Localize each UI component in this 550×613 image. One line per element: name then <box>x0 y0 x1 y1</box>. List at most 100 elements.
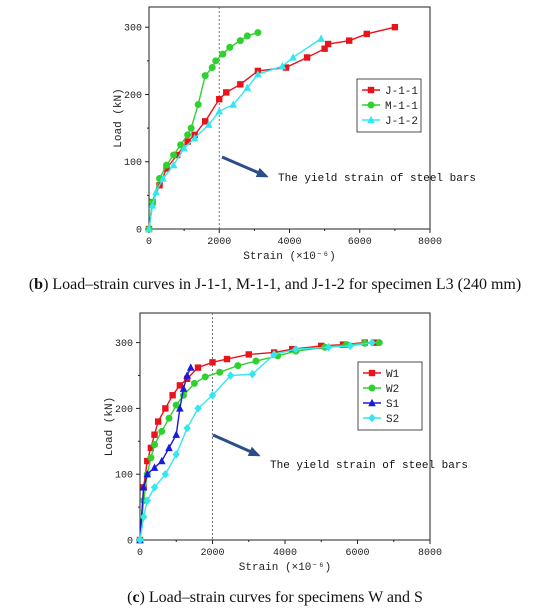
data-point <box>202 118 209 125</box>
y-tick-label: 0 <box>127 537 133 548</box>
legend-label: J-1-2 <box>385 116 418 128</box>
data-point <box>177 141 185 149</box>
data-point <box>176 382 184 389</box>
series-line <box>148 38 322 230</box>
data-point <box>143 496 151 505</box>
series-w2 <box>136 339 383 544</box>
data-point <box>148 201 157 209</box>
data-point <box>139 483 148 491</box>
data-point <box>158 427 166 435</box>
data-point <box>245 351 252 358</box>
data-point <box>145 224 153 233</box>
data-point <box>391 23 399 31</box>
data-point <box>215 107 224 115</box>
legend-marker <box>367 86 375 94</box>
legend-label: M-1-1 <box>385 101 418 113</box>
series-line <box>139 341 373 541</box>
caption-b-text: Load–strain curves in J-1-1, M-1-1, and … <box>52 276 522 293</box>
data-point <box>324 40 332 48</box>
chart-b: 0 2000 4000 6000 8000 0 100 200 300 Strain (×10⁻⁶… <box>113 6 476 263</box>
x-tick-label: 6000 <box>348 237 372 248</box>
legend-marker <box>368 413 376 423</box>
legend-marker <box>368 398 376 407</box>
annotation-text: The yield strain of steel bars <box>278 173 476 185</box>
data-point <box>278 62 287 70</box>
data-point <box>346 341 354 351</box>
y-axis-label: Load (kN) <box>113 88 125 147</box>
data-point <box>187 124 195 132</box>
caption-b-letter: b <box>34 276 44 293</box>
annotation-arrow-head <box>247 446 261 457</box>
data-point <box>150 463 159 471</box>
x-axis-label: Strain (×10⁻⁶) <box>243 251 335 263</box>
legend-marker <box>368 369 376 377</box>
data-point <box>172 430 181 438</box>
data-point <box>169 160 178 169</box>
legend-label: W2 <box>386 384 399 396</box>
data-point <box>183 423 191 433</box>
data-point <box>136 535 144 545</box>
data-point <box>162 405 169 412</box>
data-point <box>165 443 173 452</box>
data-point <box>226 371 235 380</box>
data-point <box>219 50 227 58</box>
x-tick-label: 0 <box>137 548 143 559</box>
data-point <box>139 512 148 522</box>
data-point <box>165 414 173 422</box>
yield-annotation: The yield strain of steel bars <box>221 155 476 185</box>
data-point <box>173 151 181 159</box>
y-tick-label: 300 <box>124 24 142 35</box>
data-point <box>147 444 155 452</box>
data-point <box>151 431 158 438</box>
data-point <box>317 34 325 42</box>
data-point <box>282 64 290 71</box>
legend-marker <box>368 384 376 392</box>
data-point <box>169 392 176 399</box>
series-line <box>148 31 259 230</box>
caption-c: (c) Load–strain curves for specimens W a… <box>127 589 423 606</box>
legend-label: S1 <box>386 399 400 411</box>
x-tick-label: 8000 <box>418 237 442 248</box>
data-point <box>180 144 188 152</box>
data-point <box>194 404 202 413</box>
data-point <box>324 343 333 352</box>
data-point <box>270 350 278 359</box>
x-tick-label: 2000 <box>207 237 231 248</box>
data-point <box>159 174 167 182</box>
data-point <box>190 133 199 142</box>
data-point <box>150 483 159 492</box>
data-point <box>216 368 224 376</box>
data-point <box>223 355 231 363</box>
y-tick-label: 200 <box>124 91 142 102</box>
y-tick-label: 100 <box>115 471 133 482</box>
x-tick-label: 2000 <box>200 548 224 559</box>
data-point <box>186 363 195 371</box>
data-point <box>346 37 353 44</box>
annotation-arrow-head <box>255 167 269 178</box>
annotation-text: The yield strain of steel bars <box>270 460 468 472</box>
data-point <box>252 357 260 365</box>
data-point <box>183 375 191 382</box>
data-point <box>243 83 252 91</box>
legend-label: J-1-1 <box>385 86 418 98</box>
y-axis-label: Load (kN) <box>104 397 116 456</box>
yield-annotation: The yield strain of steel bars <box>212 433 468 472</box>
data-point <box>184 138 191 145</box>
legend-label: S2 <box>386 414 399 426</box>
data-point <box>161 470 170 479</box>
data-point <box>212 57 220 65</box>
data-point <box>303 54 311 61</box>
data-point <box>147 454 155 462</box>
legend-label: W1 <box>386 369 400 381</box>
x-tick-label: 4000 <box>277 237 301 248</box>
data-point <box>237 81 244 88</box>
x-tick-label: 0 <box>146 237 152 248</box>
caption-b: (b) Load–strain curves in J-1-1, M-1-1, … <box>28 276 522 293</box>
data-point <box>229 100 238 108</box>
data-point <box>172 450 180 459</box>
data-point <box>190 379 198 387</box>
x-axis-label: Strain (×10⁻⁶) <box>239 562 331 574</box>
legend-marker <box>367 101 375 109</box>
caption-c-text: Load–strain curves for specimens W and S <box>148 589 423 606</box>
data-point <box>208 391 217 400</box>
